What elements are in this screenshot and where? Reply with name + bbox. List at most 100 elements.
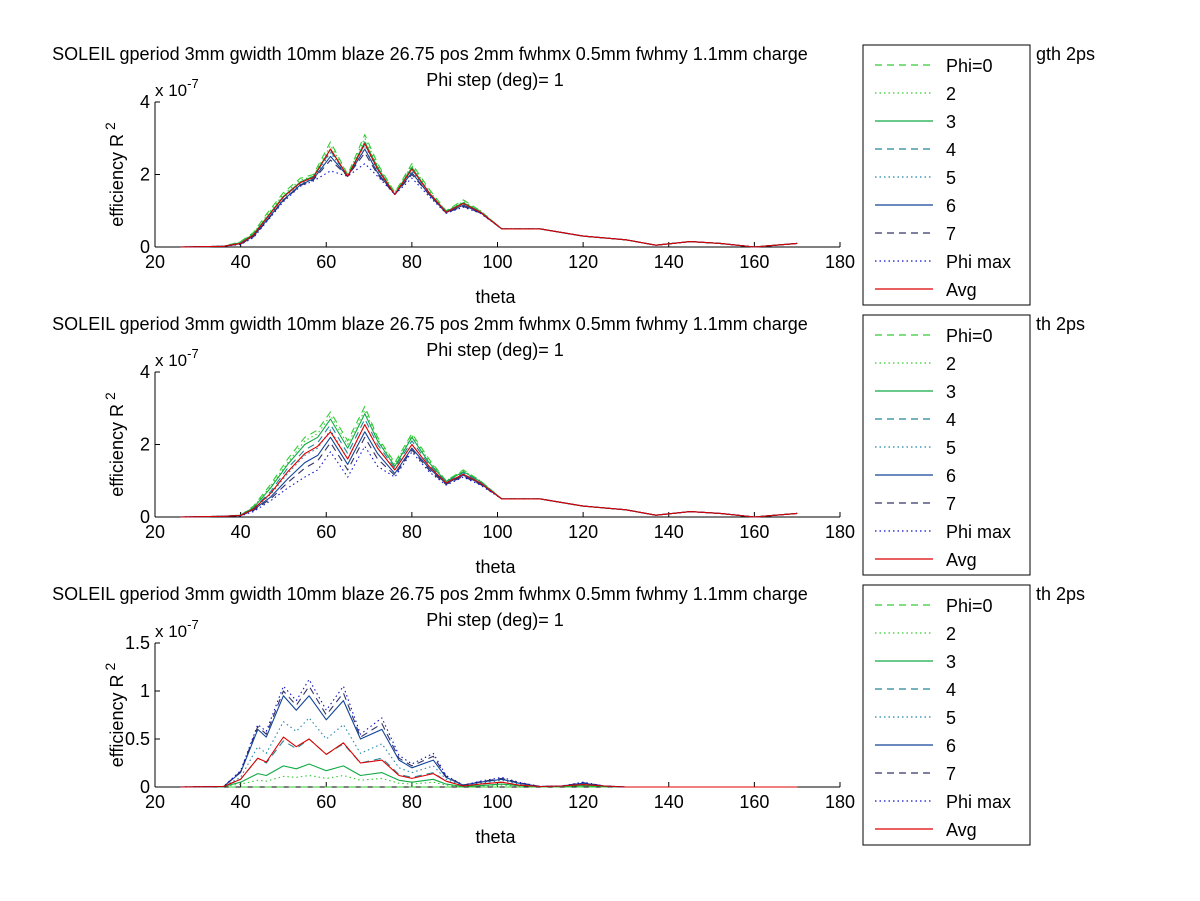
legend-entry: 2 (946, 624, 956, 644)
x-tick-label: 180 (825, 252, 855, 272)
x-tick-label: 60 (316, 252, 336, 272)
x-tick-label: 140 (654, 522, 684, 542)
legend-entry: 3 (946, 112, 956, 132)
legend-entry: 7 (946, 224, 956, 244)
y-multiplier-exponent: -7 (187, 617, 199, 632)
y-axis-label: efficiency R 2 (102, 122, 127, 227)
y-axis-label-text: efficiency R (107, 675, 127, 768)
legend-entry: Phi=0 (946, 56, 993, 76)
x-tick-label: 80 (402, 522, 422, 542)
series-line-8 (180, 736, 798, 788)
series-line-3 (180, 738, 798, 788)
legend-entry: Phi max (946, 522, 1011, 542)
legend-box (862, 44, 1031, 306)
legend-entry: Phi=0 (946, 326, 993, 346)
x-tick-label: 20 (145, 252, 165, 272)
x-tick-label: 160 (739, 252, 769, 272)
y-tick-label: 1.5 (125, 633, 150, 653)
y-axis-label: efficiency R 2 (102, 663, 127, 768)
chart-subtitle: Phi step (deg)= 1 (426, 610, 564, 630)
legend-entry: 4 (946, 140, 956, 160)
legend-entry: Phi=0 (946, 596, 993, 616)
y-multiplier-base: x 10 (155, 81, 187, 100)
y-axis-label-text: efficiency R (107, 404, 127, 497)
y-tick-label: 4 (140, 362, 150, 382)
x-tick-label: 180 (825, 792, 855, 812)
x-tick-label: 180 (825, 522, 855, 542)
y-axis-label-superscript: 2 (102, 122, 118, 130)
x-tick-label: 40 (231, 522, 251, 542)
legend-entry: 2 (946, 84, 956, 104)
y-tick-label: 0.5 (125, 729, 150, 749)
legend-entry: Avg (946, 550, 977, 570)
legend-entry: 6 (946, 466, 956, 486)
legend: Phi=0 2 3 4 5 6 7 Phi max Avg (862, 314, 1031, 576)
chart-title-tail: gth 2ps (1036, 44, 1095, 64)
y-tick-label: 0 (140, 777, 150, 797)
series-group (180, 678, 798, 788)
y-multiplier: x 10-7 (155, 346, 199, 370)
series-group (180, 405, 798, 518)
legend-entry: 3 (946, 382, 956, 402)
x-tick-label: 20 (145, 792, 165, 812)
y-axis-label-superscript: 2 (102, 663, 118, 671)
legend-entry: 5 (946, 708, 956, 728)
y-axis-label-text: efficiency R (107, 134, 127, 227)
y-multiplier-base: x 10 (155, 351, 187, 370)
chart-subtitle: Phi step (deg)= 1 (426, 340, 564, 360)
legend-entry: 2 (946, 354, 956, 374)
y-tick-label: 1 (140, 681, 150, 701)
x-tick-label: 100 (482, 522, 512, 542)
x-tick-label: 100 (482, 252, 512, 272)
x-tick-label: 140 (654, 252, 684, 272)
x-tick-label: 60 (316, 522, 336, 542)
x-tick-label: 160 (739, 522, 769, 542)
series-line-4 (180, 144, 798, 248)
chart-subtitle: Phi step (deg)= 1 (426, 70, 564, 90)
x-axis-label: theta (475, 557, 516, 577)
x-tick-label: 120 (568, 792, 598, 812)
chart-title-tail: th 2ps (1036, 314, 1085, 334)
legend-entry: Phi max (946, 252, 1011, 272)
legend-entry: 3 (946, 652, 956, 672)
series-line-6 (180, 152, 798, 248)
series-line-8 (180, 424, 798, 518)
y-tick-label: 4 (140, 92, 150, 112)
x-tick-label: 120 (568, 252, 598, 272)
y-multiplier-exponent: -7 (187, 76, 199, 91)
y-multiplier: x 10-7 (155, 76, 199, 100)
y-tick-label: 2 (140, 165, 150, 185)
legend-entry: 7 (946, 494, 956, 514)
x-tick-label: 20 (145, 522, 165, 542)
y-multiplier-exponent: -7 (187, 346, 199, 361)
legend-entry: 5 (946, 168, 956, 188)
legend-box (862, 584, 1031, 846)
legend: Phi=0 2 3 4 5 6 7 Phi max Avg (862, 44, 1031, 306)
legend-entry: Avg (946, 820, 977, 840)
legend-entry: 6 (946, 736, 956, 756)
x-tick-label: 120 (568, 522, 598, 542)
x-axis-label: theta (475, 287, 516, 307)
y-multiplier-base: x 10 (155, 622, 187, 641)
chart-title: SOLEIL gperiod 3mm gwidth 10mm blaze 26.… (52, 314, 808, 334)
y-tick-label: 2 (140, 435, 150, 455)
plot-area (154, 642, 841, 788)
x-tick-label: 40 (231, 792, 251, 812)
y-tick-label: 0 (140, 507, 150, 527)
x-tick-label: 140 (654, 792, 684, 812)
x-tick-label: 100 (482, 792, 512, 812)
legend-entry: 6 (946, 196, 956, 216)
plot-area (154, 101, 841, 248)
legend-entry: 4 (946, 680, 956, 700)
x-tick-label: 60 (316, 792, 336, 812)
x-tick-label: 80 (402, 252, 422, 272)
chart-title-tail: th 2ps (1036, 584, 1085, 604)
legend: Phi=0 2 3 4 5 6 7 Phi max Avg (862, 584, 1031, 846)
series-line-8 (180, 143, 798, 248)
series-group (180, 134, 798, 248)
chart-title: SOLEIL gperiod 3mm gwidth 10mm blaze 26.… (52, 584, 808, 604)
